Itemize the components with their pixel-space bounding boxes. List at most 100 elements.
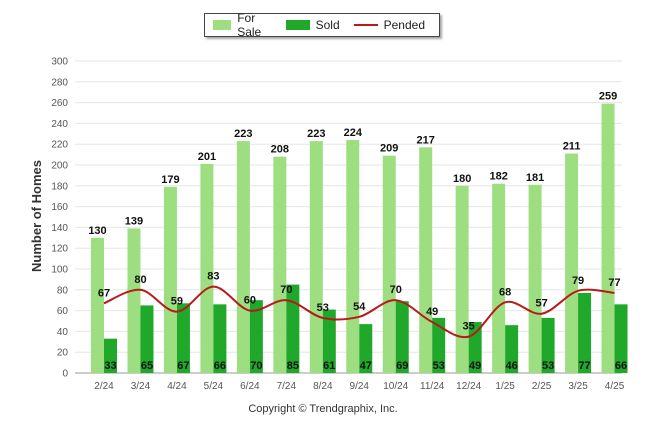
label-sold: 61 — [323, 360, 335, 372]
sold-swatch — [285, 20, 310, 30]
y-tick-label: 0 — [62, 369, 68, 380]
x-tick-label: 3/24 — [131, 381, 151, 392]
x-tick-label: 3/25 — [568, 381, 588, 392]
label-sold: 33 — [104, 360, 116, 372]
bar-for-sale[interactable] — [91, 237, 104, 373]
label-for-sale: 209 — [380, 143, 398, 155]
label-sold: 49 — [469, 360, 481, 372]
label-sold: 65 — [141, 360, 153, 372]
x-tick-label: 6/24 — [240, 381, 260, 392]
x-tick-label: 2/24 — [94, 381, 114, 392]
x-tick-label: 10/24 — [383, 381, 408, 392]
bar-sold[interactable] — [614, 304, 628, 373]
bar-sold[interactable] — [322, 309, 336, 373]
label-sold: 66 — [615, 360, 627, 372]
x-tick-label: 9/24 — [350, 381, 370, 392]
x-tick-label: 8/24 — [313, 381, 333, 392]
y-tick-label: 40 — [57, 327, 69, 338]
y-tick-label: 140 — [51, 223, 68, 234]
bar-for-sale[interactable] — [236, 141, 250, 373]
label-sold: 66 — [214, 360, 226, 372]
label-for-sale: 211 — [563, 141, 581, 153]
y-axis-ticks: 0 20 40 60 80 100 120 140 160 180 200 220 240 260 280 3… — [51, 57, 68, 380]
bar-sold[interactable] — [104, 338, 117, 373]
bar-sold[interactable] — [359, 324, 373, 373]
bar-sold[interactable] — [505, 325, 519, 373]
label-for-sale: 181 — [526, 172, 544, 184]
bar-sold[interactable] — [176, 303, 190, 373]
legend-label-pended: Pended — [383, 18, 425, 32]
y-tick-label: 180 — [51, 181, 68, 192]
copyright-text: Copyright © Trendgraphix, Inc. — [248, 403, 398, 415]
y-tick-label: 220 — [51, 140, 68, 151]
label-sold: 53 — [433, 360, 445, 372]
label-pended: 77 — [608, 277, 620, 289]
bar-for-sale[interactable] — [492, 183, 506, 373]
legend-label-sold: Sold — [315, 18, 340, 32]
bar-sold[interactable] — [286, 284, 300, 373]
label-for-sale: 180 — [453, 173, 471, 185]
label-for-sale: 130 — [88, 225, 106, 237]
bar-sold[interactable] — [213, 304, 227, 373]
label-pended: 83 — [207, 271, 219, 283]
label-sold: 77 — [578, 360, 590, 372]
bar-sold[interactable] — [578, 292, 592, 373]
label-for-sale: 182 — [489, 171, 507, 183]
label-for-sale: 208 — [271, 144, 289, 156]
bar-sold[interactable] — [140, 305, 154, 373]
bar-for-sale[interactable] — [382, 155, 396, 373]
bar-for-sale[interactable] — [163, 186, 177, 373]
label-pended: 67 — [98, 287, 110, 299]
y-tick-label: 200 — [51, 161, 68, 172]
bar-for-sale[interactable] — [127, 228, 141, 373]
y-axis-label: Number of Homes — [29, 160, 44, 272]
label-for-sale: 223 — [307, 128, 325, 140]
y-tick-label: 120 — [51, 244, 68, 255]
y-tick-label: 260 — [51, 98, 68, 109]
bar-for-sale[interactable] — [565, 153, 579, 373]
bar-for-sale[interactable] — [528, 184, 542, 373]
label-pended: 79 — [572, 275, 584, 287]
label-for-sale: 259 — [599, 91, 617, 103]
for-sale-swatch — [213, 20, 232, 30]
label-for-sale: 224 — [344, 127, 363, 139]
label-pended: 35 — [463, 321, 475, 333]
pended-series-line[interactable] — [103, 285, 615, 339]
bar-for-sale[interactable] — [200, 163, 214, 373]
x-tick-label: 7/24 — [277, 381, 297, 392]
y-tick-label: 100 — [51, 265, 68, 276]
bar-sold[interactable] — [395, 301, 409, 373]
bar-for-sale[interactable] — [273, 156, 287, 373]
legend-label-for-sale: For Sale — [237, 11, 262, 39]
x-tick-label: 4/24 — [167, 381, 187, 392]
label-pended: 80 — [134, 274, 146, 286]
legend-item-pended[interactable]: Pended — [353, 18, 425, 32]
bar-sold[interactable] — [432, 317, 446, 373]
x-tick-label: 4/25 — [605, 381, 625, 392]
y-tick-label: 240 — [51, 119, 68, 130]
x-axis-ticks: 2/24 3/24 4/24 5/24 6/24 7/24 8/24 9/24 10/24 11/… — [94, 381, 624, 392]
label-pended: 53 — [317, 302, 329, 314]
label-for-sale: 139 — [125, 215, 143, 227]
bar-sold[interactable] — [541, 317, 555, 373]
legend-item-sold[interactable]: Sold — [285, 18, 340, 32]
legend-item-for-sale[interactable]: For Sale — [213, 11, 272, 39]
bar-sold[interactable] — [249, 300, 263, 373]
label-pended: 60 — [244, 295, 256, 307]
bar-for-sale[interactable] — [419, 147, 433, 373]
bar-for-sale[interactable] — [601, 103, 615, 373]
label-sold: 67 — [177, 360, 189, 372]
bar-for-sale[interactable] — [455, 185, 469, 373]
bar-for-sale[interactable] — [346, 140, 360, 373]
label-sold: 47 — [360, 360, 372, 372]
label-pended: 59 — [171, 296, 183, 308]
label-sold: 69 — [396, 360, 408, 372]
x-tick-label: 1/25 — [495, 381, 515, 392]
y-tick-label: 160 — [51, 202, 68, 213]
label-pended: 54 — [353, 301, 366, 313]
bar-for-sale[interactable] — [309, 141, 323, 373]
label-for-sale: 201 — [198, 151, 216, 163]
x-tick-label: 2/25 — [532, 381, 552, 392]
x-tick-label: 12/24 — [456, 381, 481, 392]
